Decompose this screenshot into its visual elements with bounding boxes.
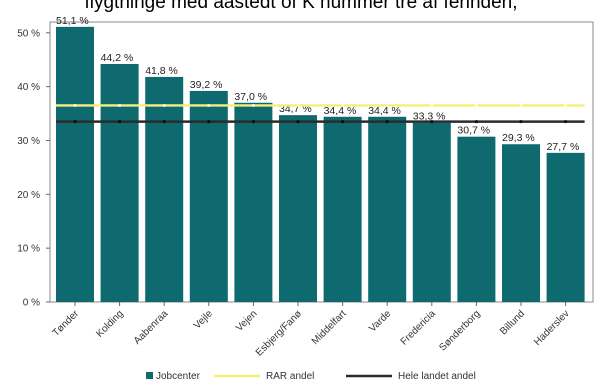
caption-fragment: flygtninge med aastedt of K nummer tre a… (84, 0, 518, 13)
data-label: 27,7 % (547, 141, 580, 153)
data-label: 39,2 % (190, 79, 223, 91)
bar (502, 144, 540, 302)
category-label: Varde (367, 308, 393, 334)
reference-marker (564, 120, 568, 124)
y-tick-label: 50 % (17, 28, 40, 39)
reference-marker (118, 103, 122, 108)
reference-marker (564, 103, 568, 108)
category-label: Esbjerg/Fanø (254, 308, 304, 358)
y-tick-label: 30 % (17, 136, 40, 147)
bar (368, 116, 407, 303)
reference-marker (162, 120, 166, 124)
reference-marker (519, 103, 523, 108)
reference-marker (118, 120, 122, 124)
data-label: 41,8 % (145, 65, 178, 77)
reference-marker (73, 103, 77, 108)
bar (412, 122, 451, 302)
bar (457, 136, 496, 302)
data-label: 30,7 % (457, 125, 490, 137)
category-label: Middelfart (310, 308, 349, 347)
reference-marker (296, 120, 300, 124)
bar (56, 26, 94, 302)
category-label: Aabenraa (132, 308, 171, 347)
reference-marker (430, 103, 434, 108)
reference-marker (341, 103, 345, 108)
category-label: Vejen (234, 308, 259, 333)
category-label: Vejle (192, 308, 215, 331)
reference-marker (207, 120, 211, 124)
category-label: Fredericia (399, 308, 439, 348)
reference-marker (251, 103, 255, 108)
reference-marker (296, 103, 300, 108)
data-label: 37,0 % (234, 91, 267, 103)
bar (145, 76, 184, 302)
category-label: Sønderborg (437, 308, 482, 353)
y-tick-label: 0 % (23, 298, 40, 309)
legend-label: RAR andel (266, 371, 314, 382)
data-label: 34,4 % (368, 105, 401, 117)
bar (546, 152, 585, 302)
bar (189, 90, 228, 302)
legend-label: Jobcenter (156, 371, 201, 382)
reference-marker (162, 103, 166, 108)
y-tick-label: 10 % (17, 244, 40, 255)
bar (100, 64, 139, 302)
reference-marker (73, 120, 77, 124)
category-label: Haderslev (532, 308, 572, 348)
reference-marker (474, 120, 478, 124)
reference-marker (385, 120, 389, 124)
category-label: Tønder (51, 308, 82, 339)
y-tick-label: 20 % (17, 190, 40, 201)
reference-marker (207, 103, 211, 108)
reference-marker (385, 103, 389, 108)
reference-marker (519, 120, 523, 124)
data-label: 29,3 % (502, 132, 535, 144)
y-tick-label: 40 % (17, 82, 40, 93)
bar (234, 102, 273, 303)
data-label: 51,1 % (56, 15, 89, 27)
category-label: Billund (498, 308, 527, 337)
plot-frame (49, 21, 594, 303)
reference-marker (341, 120, 345, 124)
reference-marker (251, 120, 255, 124)
legend-swatch-box (146, 372, 153, 379)
data-label: 33,3 % (413, 111, 446, 123)
reference-marker (474, 103, 478, 108)
data-label: 34,4 % (324, 105, 357, 117)
bar (323, 116, 362, 303)
bar (279, 115, 317, 303)
reference-marker (430, 120, 434, 124)
legend-label: Hele landet andel (398, 371, 476, 382)
data-label: 44,2 % (101, 52, 134, 64)
category-label: Kolding (94, 308, 125, 339)
